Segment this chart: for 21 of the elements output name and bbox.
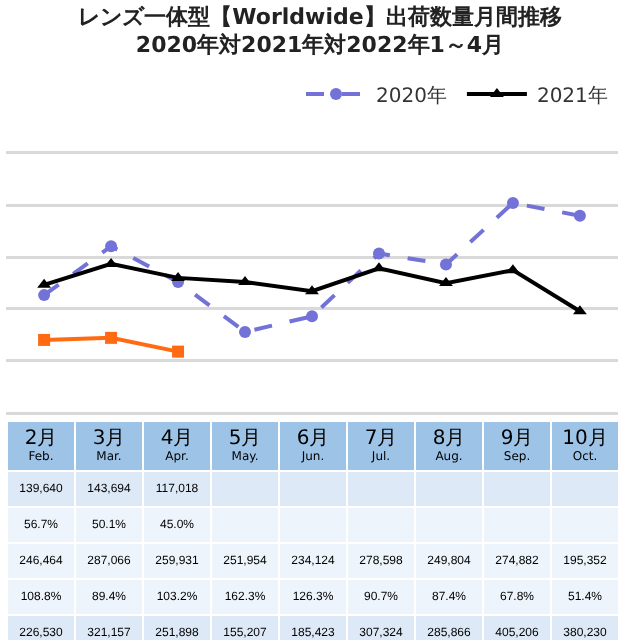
point: [573, 209, 586, 222]
chart-subtitle: 2020年対2021年対2022年1～4月: [133, 32, 507, 60]
point: [372, 262, 386, 272]
point: [171, 271, 185, 281]
point: [372, 247, 385, 260]
point: [38, 289, 51, 302]
point: [239, 325, 252, 338]
point: [305, 285, 319, 295]
point: [105, 331, 118, 344]
legend-label: 2020年: [376, 83, 447, 108]
point: [172, 345, 185, 358]
point: [506, 264, 520, 274]
point: [306, 310, 318, 323]
point: [439, 258, 452, 271]
chart-title: レンズ一体型【Worldwide】出荷数量月間推移: [76, 4, 564, 32]
point: [506, 196, 519, 209]
point: [38, 333, 51, 346]
point: [104, 257, 118, 267]
point: [105, 240, 118, 253]
legend-label: 2021年: [536, 83, 608, 108]
point: [439, 277, 453, 287]
